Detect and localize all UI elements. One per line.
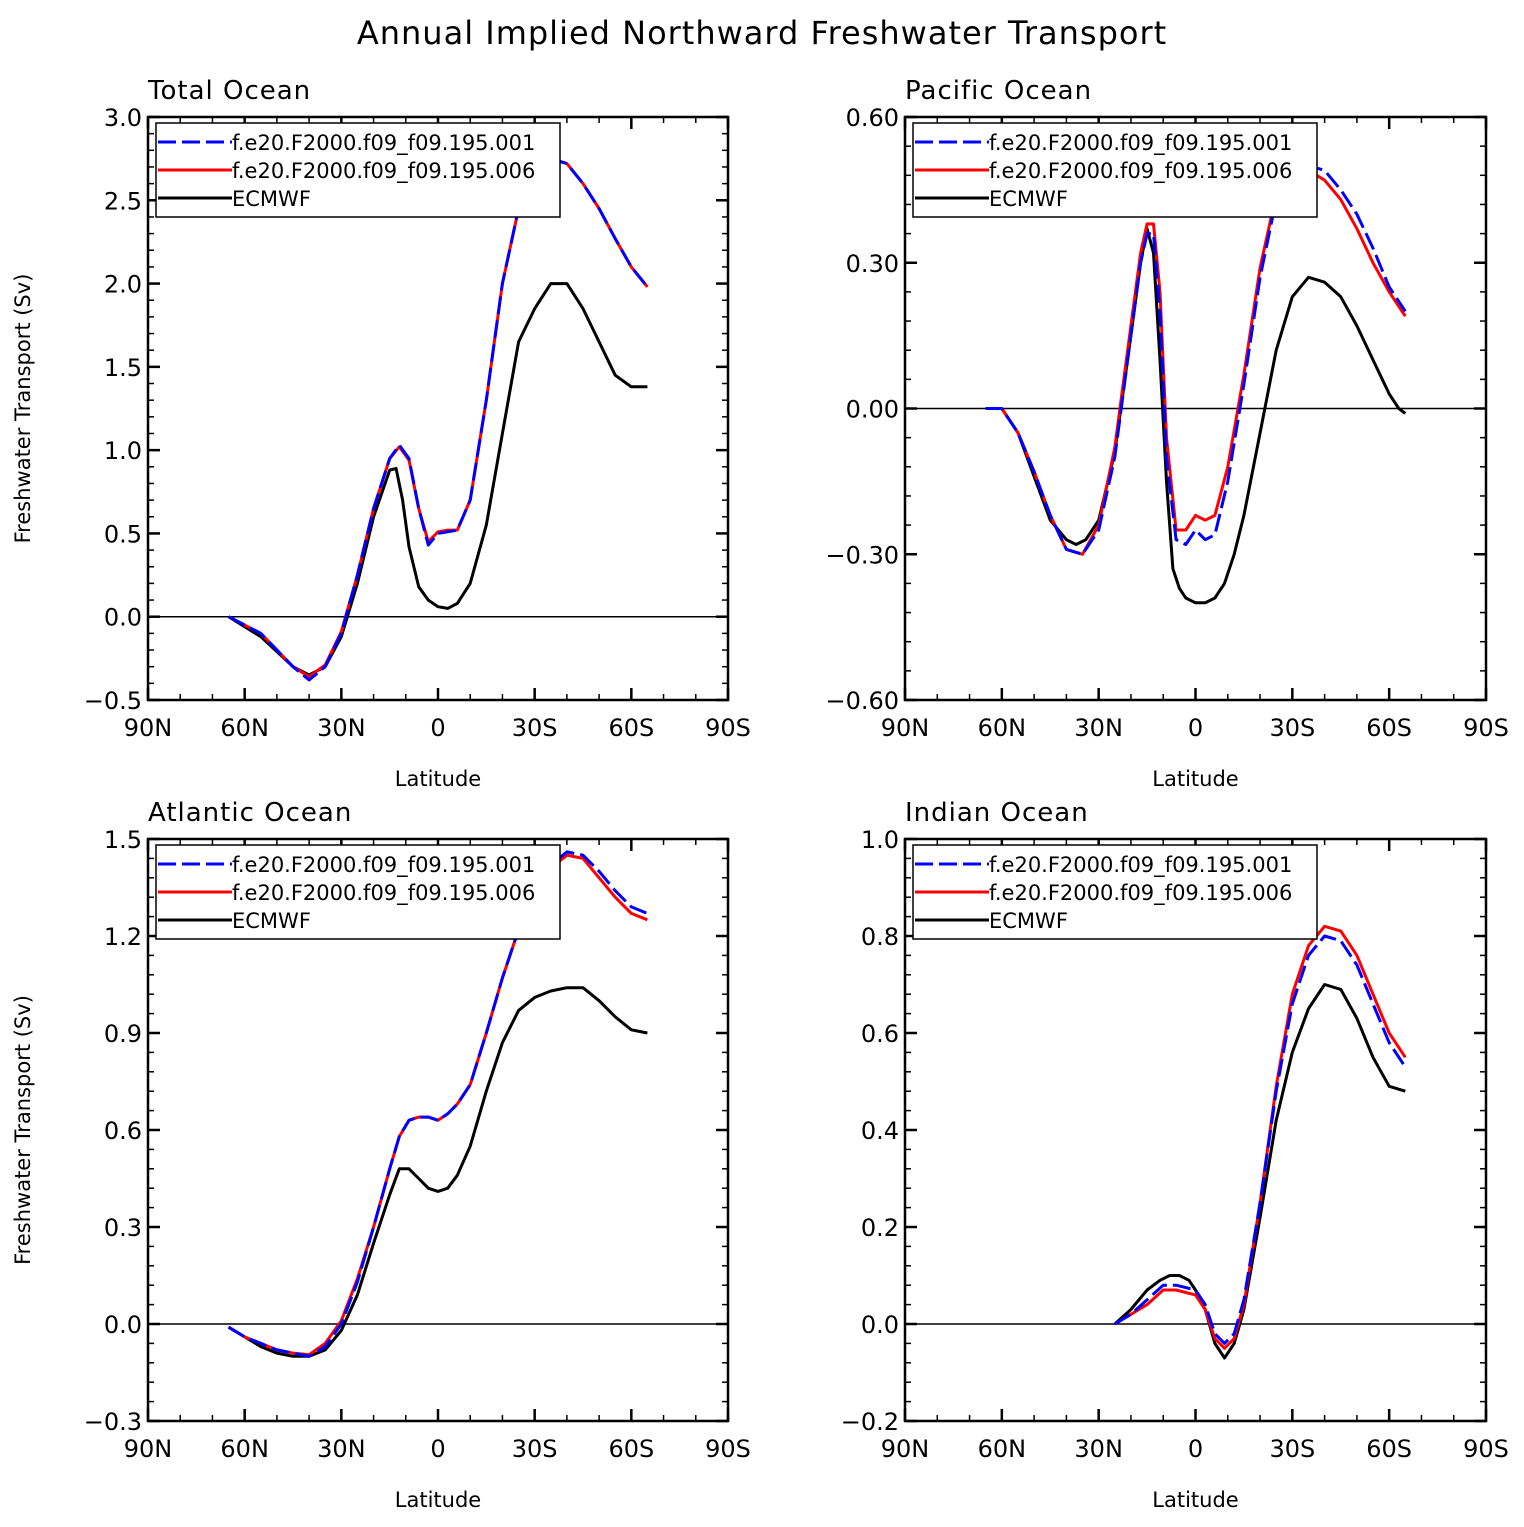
y-tick-label: −0.5	[84, 687, 142, 715]
x-tick-label: 90N	[124, 1435, 173, 1463]
y-tick-label: 1.0	[861, 826, 899, 854]
x-tick-label: 90N	[124, 714, 173, 742]
y-tick-label: 1.2	[104, 923, 142, 951]
x-tick-label: 30S	[1269, 1435, 1315, 1463]
x-tick-label: 60N	[978, 1435, 1027, 1463]
panel-title: Indian Ocean	[905, 798, 1089, 828]
y-tick-label: 0.6	[861, 1020, 899, 1048]
x-tick-label: 30S	[512, 1435, 558, 1463]
panel-title: Atlantic Ocean	[148, 798, 352, 828]
y-tick-label: −0.3	[84, 1408, 142, 1436]
panel-title: Pacific Ocean	[905, 76, 1092, 106]
y-tick-label: 1.0	[104, 437, 142, 465]
legend-label: ECMWF	[232, 909, 311, 933]
y-tick-label: 0.0	[104, 1311, 142, 1339]
x-tick-label: 30S	[1269, 714, 1315, 742]
panel-pacific-ocean: −0.60 −0.30 0.00 0.30 0.60 90N 60N 30N 0 30S 60S 90…	[825, 76, 1508, 791]
x-tick-label: 90S	[1463, 714, 1509, 742]
y-tick-label: 0.4	[861, 1117, 899, 1145]
legend-label: f.e20.F2000.f09_f09.195.006	[989, 159, 1292, 184]
legend-label: f.e20.F2000.f09_f09.195.001	[989, 131, 1292, 156]
series-line-ecmwf	[1113, 983, 1406, 1360]
x-tick-label: 90N	[881, 714, 930, 742]
series-line-run-006	[227, 157, 649, 679]
legend-label: f.e20.F2000.f09_f09.195.006	[232, 159, 535, 184]
y-tick-label: −0.2	[841, 1408, 899, 1436]
series-line-ecmwf	[227, 986, 648, 1358]
x-tick-label: 90N	[881, 1435, 930, 1463]
x-axis-label: Latitude	[395, 1488, 481, 1512]
x-tick-label: 0	[1188, 714, 1203, 742]
x-tick-label: 60S	[1366, 714, 1412, 742]
y-tick-label: 0.5	[104, 520, 142, 548]
y-tick-label: 0.3	[104, 1214, 142, 1242]
x-tick-label: 60S	[608, 1435, 654, 1463]
y-axis-label: Freshwater Transport (Sv)	[11, 274, 35, 544]
y-tick-label: 2.5	[104, 187, 142, 215]
legend-label: f.e20.F2000.f09_f09.195.006	[989, 881, 1292, 906]
y-tick-label: 1.5	[104, 826, 142, 854]
y-tick-label: 3.0	[104, 104, 142, 132]
x-tick-label: 90S	[1463, 1435, 1509, 1463]
legend-label: ECMWF	[989, 187, 1068, 211]
y-tick-label: −0.60	[825, 687, 899, 715]
x-tick-label: 60S	[1366, 1435, 1412, 1463]
legend-label: f.e20.F2000.f09_f09.195.006	[232, 881, 535, 906]
series-line-run-006	[1114, 924, 1407, 1350]
y-tick-label: 0.2	[861, 1214, 899, 1242]
x-tick-label: 30N	[1074, 1435, 1123, 1463]
legend-label: f.e20.F2000.f09_f09.195.001	[989, 853, 1292, 878]
y-tick-label: 0.60	[846, 104, 899, 132]
x-tick-label: 60N	[220, 1435, 269, 1463]
x-tick-label: 60N	[978, 714, 1027, 742]
y-tick-label: 0.6	[104, 1117, 142, 1145]
x-tick-label: 30S	[512, 714, 558, 742]
y-tick-label: 0.0	[861, 1311, 899, 1339]
y-tick-label: 2.0	[104, 271, 142, 299]
x-tick-label: 0	[1188, 1435, 1203, 1463]
y-axis-label: Freshwater Transport (Sv)	[11, 995, 35, 1265]
panel-indian-ocean: −0.2 0.0 0.2 0.4 0.6 0.8 1.0 90N 60N 30N 0 30S 60S 90…	[841, 798, 1509, 1512]
x-tick-label: 0	[430, 1435, 445, 1463]
y-tick-label: −0.30	[825, 541, 899, 569]
x-axis-label: Latitude	[1152, 1488, 1238, 1512]
x-tick-label: 30N	[317, 714, 366, 742]
series-line-ecmwf	[985, 227, 1407, 605]
y-tick-label: 0.8	[861, 923, 899, 951]
series-line-run-001	[227, 850, 648, 1358]
legend-label: ECMWF	[232, 187, 311, 211]
x-tick-label: 30N	[317, 1435, 366, 1463]
x-tick-label: 0	[430, 714, 445, 742]
y-tick-label: 0.00	[846, 396, 899, 424]
panel-total-ocean: −0.5 0.0 0.5 1.0 1.5 2.0 2.5 3.0 90N 60N 30N 0 30S 60…	[11, 76, 751, 791]
series-line-run-001	[1114, 934, 1407, 1345]
legend-label: f.e20.F2000.f09_f09.195.001	[232, 131, 535, 156]
chart-main-title: Annual Implied Northward Freshwater Tran…	[356, 14, 1168, 52]
legend-label: ECMWF	[989, 909, 1068, 933]
y-tick-label: 0.0	[104, 604, 142, 632]
x-axis-label: Latitude	[395, 767, 481, 791]
series-line-run-006	[985, 168, 1407, 556]
y-tick-label: 1.5	[104, 354, 142, 382]
x-tick-label: 30N	[1074, 714, 1123, 742]
x-tick-label: 60N	[220, 714, 269, 742]
x-axis-label: Latitude	[1152, 767, 1238, 791]
x-tick-label: 90S	[705, 714, 751, 742]
panel-atlantic-ocean: −0.3 0.0 0.3 0.6 0.9 1.2 1.5 90N 60N 30N 0 30S 60S 90…	[11, 798, 751, 1512]
panel-title: Total Ocean	[147, 76, 311, 106]
x-tick-label: 60S	[608, 714, 654, 742]
legend-box	[912, 844, 1318, 940]
x-tick-label: 90S	[705, 1435, 751, 1463]
series-line-run-001	[985, 164, 1407, 556]
y-tick-label: 0.9	[104, 1020, 142, 1048]
legend-label: f.e20.F2000.f09_f09.195.001	[232, 853, 535, 878]
series-line-run-001	[227, 157, 649, 682]
y-tick-label: 0.30	[846, 250, 899, 278]
